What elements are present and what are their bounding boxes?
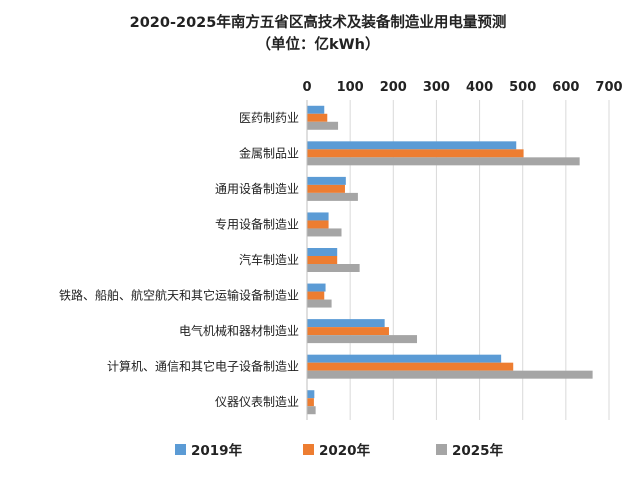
- bar-series-1-cat-6: [307, 327, 389, 336]
- bar-series-2-cat-4: [307, 264, 360, 272]
- bar-series-1-cat-7: [307, 362, 514, 371]
- legend: 2019年 2020年 2025年: [175, 442, 504, 459]
- bar-series-0-cat-0: [307, 105, 325, 114]
- legend-swatch-0: [175, 444, 186, 455]
- bar-series-2-cat-5: [307, 299, 332, 308]
- category-label: 专用设备制造业: [215, 216, 299, 231]
- bars: [307, 105, 593, 415]
- legend-label-0: 2019年: [191, 442, 243, 459]
- bar-series-2-cat-6: [307, 335, 418, 344]
- bar-series-1-cat-8: [307, 398, 314, 407]
- category-label: 金属制品业: [239, 145, 299, 160]
- tick-labels: 0 100 200 300 400 500 600 700: [302, 80, 622, 95]
- bar-series-2-cat-3: [307, 228, 342, 237]
- category-label: 电气机械和器材制造业: [179, 323, 299, 338]
- bar-series-2-cat-8: [307, 406, 316, 415]
- category-labels: 医药制药业金属制品业通用设备制造业专用设备制造业汽车制造业铁路、船舶、航空航天和…: [59, 111, 299, 409]
- bar-series-0-cat-5: [307, 283, 326, 292]
- bar-series-1-cat-2: [307, 184, 345, 193]
- category-label: 计算机、通信和其它电子设备制造业: [107, 359, 299, 374]
- bar-series-0-cat-3: [307, 212, 329, 221]
- bar-series-1-cat-3: [307, 220, 329, 229]
- bar-series-2-cat-7: [307, 370, 593, 379]
- bar-series-1-cat-5: [307, 291, 325, 300]
- x-tick-label-0: 0: [302, 80, 311, 95]
- x-tick-label-700: 700: [595, 80, 622, 95]
- category-label: 通用设备制造业: [215, 182, 299, 196]
- category-label: 仪器仪表制造业: [215, 395, 299, 409]
- bar-series-1-cat-4: [307, 256, 338, 264]
- legend-label-2: 2025年: [452, 442, 504, 459]
- category-label: 铁路、船舶、航空航天和其它运输设备制造业: [59, 288, 299, 303]
- legend-swatch-1: [303, 444, 314, 455]
- bar-series-1-cat-1: [307, 149, 524, 158]
- bar-series-2-cat-1: [307, 157, 580, 166]
- legend-swatch-2: [436, 444, 447, 455]
- bar-series-0-cat-6: [307, 319, 385, 328]
- x-tick-label-500: 500: [509, 80, 536, 95]
- category-label: 医药制药业: [239, 111, 299, 125]
- bar-series-0-cat-1: [307, 141, 517, 150]
- bar-series-0-cat-2: [307, 176, 346, 185]
- chart-title: 2020-2025年南方五省区高技术及装备制造业用电量预测: [130, 13, 507, 31]
- x-tick-label-100: 100: [337, 80, 364, 95]
- x-tick-label-200: 200: [380, 80, 407, 95]
- bar-series-0-cat-4: [307, 248, 338, 256]
- chart-subtitle: （单位：亿kWh）: [257, 35, 380, 53]
- bar-series-2-cat-2: [307, 192, 358, 201]
- category-label: 汽车制造业: [239, 252, 299, 267]
- bar-series-0-cat-7: [307, 354, 502, 363]
- x-tick-label-300: 300: [423, 80, 450, 95]
- x-tick-label-600: 600: [552, 80, 579, 95]
- legend-label-1: 2020年: [319, 442, 371, 459]
- x-tick-label-400: 400: [466, 80, 493, 95]
- bar-series-2-cat-0: [307, 121, 339, 130]
- bar-series-1-cat-0: [307, 113, 328, 122]
- bar-series-0-cat-8: [307, 390, 315, 399]
